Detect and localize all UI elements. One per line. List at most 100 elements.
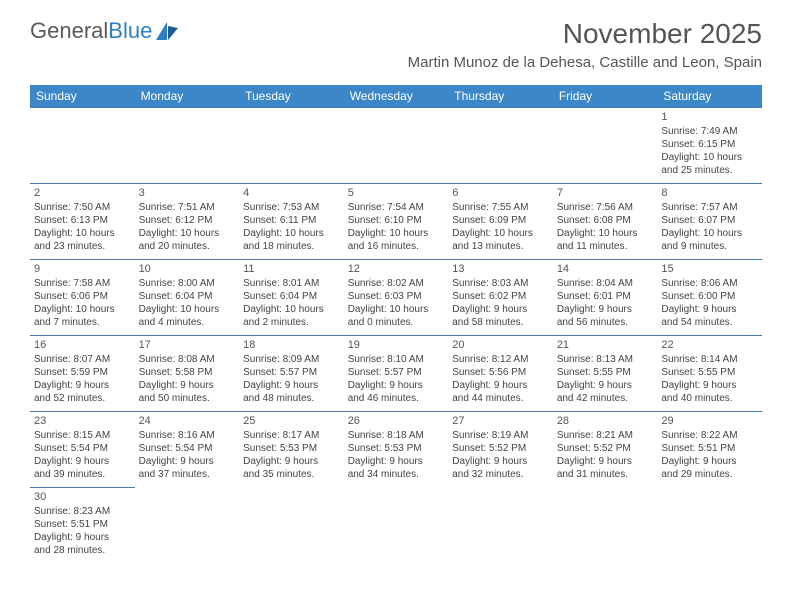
- sunrise-text: Sunrise: 8:14 AM: [661, 353, 758, 366]
- week-row: 16Sunrise: 8:07 AMSunset: 5:59 PMDayligh…: [30, 336, 762, 412]
- daylight-text: and 4 minutes.: [139, 316, 236, 329]
- day-cell: 30Sunrise: 8:23 AMSunset: 5:51 PMDayligh…: [30, 488, 135, 564]
- day-cell: 8Sunrise: 7:57 AMSunset: 6:07 PMDaylight…: [657, 184, 762, 260]
- daylight-text: Daylight: 10 hours: [34, 303, 131, 316]
- daylight-text: Daylight: 9 hours: [557, 455, 654, 468]
- title-block: November 2025 Martin Munoz de la Dehesa,…: [408, 18, 762, 71]
- day-number: 7: [557, 186, 654, 200]
- day-header: Saturday: [657, 85, 762, 108]
- day-cell: 22Sunrise: 8:14 AMSunset: 5:55 PMDayligh…: [657, 336, 762, 412]
- daylight-text: and 52 minutes.: [34, 392, 131, 405]
- week-row: 2Sunrise: 7:50 AMSunset: 6:13 PMDaylight…: [30, 184, 762, 260]
- daylight-text: and 39 minutes.: [34, 468, 131, 481]
- sunset-text: Sunset: 5:54 PM: [139, 442, 236, 455]
- week-row: 30Sunrise: 8:23 AMSunset: 5:51 PMDayligh…: [30, 488, 762, 564]
- day-cell: 7Sunrise: 7:56 AMSunset: 6:08 PMDaylight…: [553, 184, 658, 260]
- day-number: 25: [243, 414, 340, 428]
- sunrise-text: Sunrise: 8:21 AM: [557, 429, 654, 442]
- sunset-text: Sunset: 5:52 PM: [452, 442, 549, 455]
- daylight-text: Daylight: 9 hours: [34, 455, 131, 468]
- day-cell: 21Sunrise: 8:13 AMSunset: 5:55 PMDayligh…: [553, 336, 658, 412]
- day-number: 5: [348, 186, 445, 200]
- sunset-text: Sunset: 5:55 PM: [661, 366, 758, 379]
- daylight-text: Daylight: 9 hours: [243, 379, 340, 392]
- day-cell: 10Sunrise: 8:00 AMSunset: 6:04 PMDayligh…: [135, 260, 240, 336]
- daylight-text: and 28 minutes.: [34, 544, 131, 557]
- day-header: Wednesday: [344, 85, 449, 108]
- sunset-text: Sunset: 5:51 PM: [34, 518, 131, 531]
- day-header-row: Sunday Monday Tuesday Wednesday Thursday…: [30, 85, 762, 108]
- daylight-text: and 37 minutes.: [139, 468, 236, 481]
- day-number: 1: [661, 110, 758, 124]
- sail-icon: [154, 20, 180, 42]
- daylight-text: and 58 minutes.: [452, 316, 549, 329]
- day-number: 13: [452, 262, 549, 276]
- month-title: November 2025: [408, 18, 762, 50]
- day-cell: 25Sunrise: 8:17 AMSunset: 5:53 PMDayligh…: [239, 412, 344, 488]
- day-number: 21: [557, 338, 654, 352]
- daylight-text: and 50 minutes.: [139, 392, 236, 405]
- sunrise-text: Sunrise: 8:00 AM: [139, 277, 236, 290]
- empty-cell: [135, 488, 240, 564]
- sunrise-text: Sunrise: 8:04 AM: [557, 277, 654, 290]
- sunset-text: Sunset: 5:53 PM: [243, 442, 340, 455]
- day-cell: 28Sunrise: 8:21 AMSunset: 5:52 PMDayligh…: [553, 412, 658, 488]
- sunset-text: Sunset: 5:57 PM: [348, 366, 445, 379]
- sunrise-text: Sunrise: 7:53 AM: [243, 201, 340, 214]
- daylight-text: Daylight: 10 hours: [243, 303, 340, 316]
- sunrise-text: Sunrise: 8:06 AM: [661, 277, 758, 290]
- sunset-text: Sunset: 6:02 PM: [452, 290, 549, 303]
- daylight-text: Daylight: 9 hours: [452, 303, 549, 316]
- empty-cell: [553, 488, 658, 564]
- calendar-table: Sunday Monday Tuesday Wednesday Thursday…: [30, 85, 762, 564]
- sunset-text: Sunset: 6:13 PM: [34, 214, 131, 227]
- sunset-text: Sunset: 6:11 PM: [243, 214, 340, 227]
- sunrise-text: Sunrise: 8:09 AM: [243, 353, 340, 366]
- sunrise-text: Sunrise: 7:54 AM: [348, 201, 445, 214]
- sunset-text: Sunset: 5:52 PM: [557, 442, 654, 455]
- daylight-text: and 16 minutes.: [348, 240, 445, 253]
- daylight-text: Daylight: 9 hours: [661, 379, 758, 392]
- daylight-text: and 54 minutes.: [661, 316, 758, 329]
- empty-cell: [344, 488, 449, 564]
- sunset-text: Sunset: 6:04 PM: [139, 290, 236, 303]
- daylight-text: Daylight: 9 hours: [139, 455, 236, 468]
- sunset-text: Sunset: 5:57 PM: [243, 366, 340, 379]
- daylight-text: Daylight: 10 hours: [139, 303, 236, 316]
- daylight-text: Daylight: 9 hours: [348, 379, 445, 392]
- sunset-text: Sunset: 6:15 PM: [661, 138, 758, 151]
- daylight-text: and 9 minutes.: [661, 240, 758, 253]
- day-number: 26: [348, 414, 445, 428]
- day-cell: 1Sunrise: 7:49 AMSunset: 6:15 PMDaylight…: [657, 108, 762, 184]
- sunset-text: Sunset: 5:58 PM: [139, 366, 236, 379]
- empty-cell: [239, 488, 344, 564]
- day-cell: 2Sunrise: 7:50 AMSunset: 6:13 PMDaylight…: [30, 184, 135, 260]
- day-cell: 11Sunrise: 8:01 AMSunset: 6:04 PMDayligh…: [239, 260, 344, 336]
- day-number: 12: [348, 262, 445, 276]
- sunrise-text: Sunrise: 8:07 AM: [34, 353, 131, 366]
- day-header: Monday: [135, 85, 240, 108]
- daylight-text: and 48 minutes.: [243, 392, 340, 405]
- day-cell: 6Sunrise: 7:55 AMSunset: 6:09 PMDaylight…: [448, 184, 553, 260]
- sunrise-text: Sunrise: 7:57 AM: [661, 201, 758, 214]
- daylight-text: Daylight: 10 hours: [452, 227, 549, 240]
- sunrise-text: Sunrise: 8:03 AM: [452, 277, 549, 290]
- sunrise-text: Sunrise: 8:01 AM: [243, 277, 340, 290]
- day-cell: 18Sunrise: 8:09 AMSunset: 5:57 PMDayligh…: [239, 336, 344, 412]
- day-cell: 20Sunrise: 8:12 AMSunset: 5:56 PMDayligh…: [448, 336, 553, 412]
- sunset-text: Sunset: 6:03 PM: [348, 290, 445, 303]
- day-number: 15: [661, 262, 758, 276]
- logo-part2: Blue: [108, 18, 152, 44]
- day-number: 11: [243, 262, 340, 276]
- daylight-text: Daylight: 10 hours: [557, 227, 654, 240]
- sunrise-text: Sunrise: 8:12 AM: [452, 353, 549, 366]
- day-number: 18: [243, 338, 340, 352]
- logo-part1: General: [30, 18, 108, 44]
- daylight-text: and 2 minutes.: [243, 316, 340, 329]
- empty-cell: [30, 108, 135, 184]
- sunrise-text: Sunrise: 8:08 AM: [139, 353, 236, 366]
- day-cell: 4Sunrise: 7:53 AMSunset: 6:11 PMDaylight…: [239, 184, 344, 260]
- sunrise-text: Sunrise: 7:50 AM: [34, 201, 131, 214]
- daylight-text: and 13 minutes.: [452, 240, 549, 253]
- sunset-text: Sunset: 5:54 PM: [34, 442, 131, 455]
